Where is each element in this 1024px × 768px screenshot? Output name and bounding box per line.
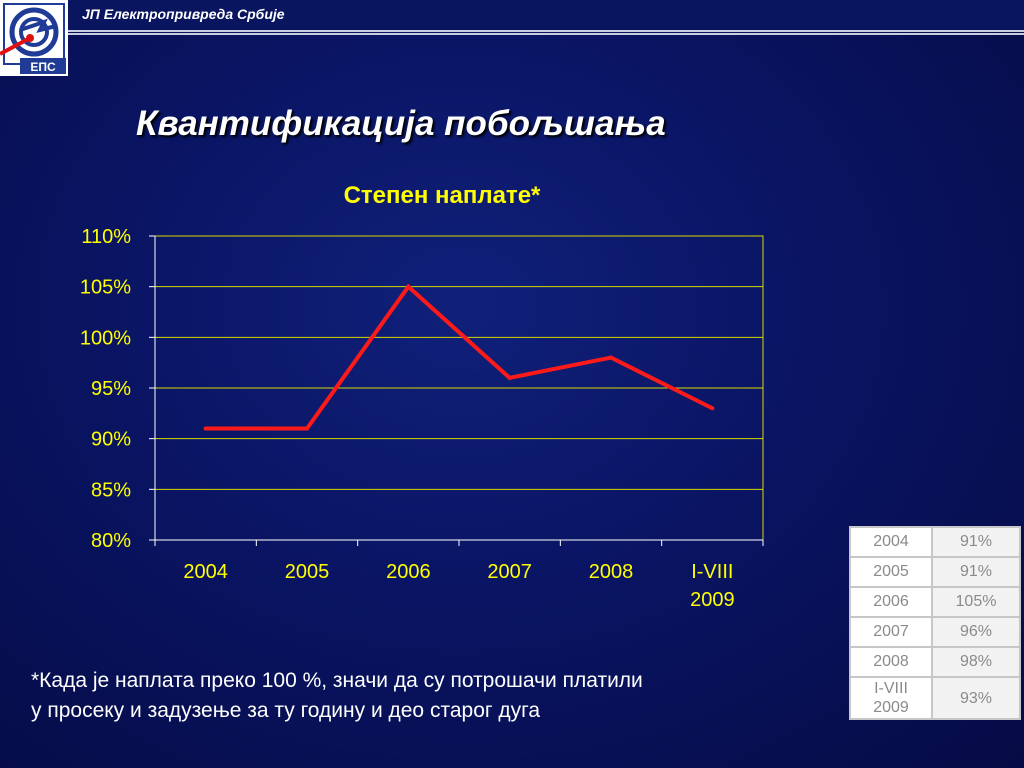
y-tick-label: 80% bbox=[91, 530, 131, 552]
table-row: 2008 98% bbox=[849, 646, 1021, 678]
footnote-line-1: *Када је наплата преко 100 %, значи да с… bbox=[31, 669, 643, 692]
y-tick-label: 90% bbox=[91, 429, 131, 451]
company-name: ЈП Електропривреда Србије bbox=[82, 6, 285, 22]
x-tick-label: 2005 bbox=[285, 561, 330, 583]
table-row: 2006 105% bbox=[849, 586, 1021, 618]
y-tick-label: 105% bbox=[80, 277, 131, 299]
table-row: 2004 91% bbox=[849, 526, 1021, 558]
x-tick-label: 2006 bbox=[386, 561, 431, 583]
value-cell: 105% bbox=[931, 586, 1021, 618]
y-tick-label: 85% bbox=[91, 479, 131, 501]
table-row: I-VIII 2009 93% bbox=[849, 676, 1021, 720]
data-point bbox=[507, 375, 512, 380]
year-cell: I-VIII 2009 bbox=[849, 676, 933, 720]
footnote: *Када је наплата преко 100 %, значи да с… bbox=[31, 666, 821, 726]
data-point bbox=[710, 406, 715, 411]
y-tick-label: 100% bbox=[80, 327, 131, 349]
value-cell: 91% bbox=[931, 556, 1021, 588]
year-cell: 2008 bbox=[849, 646, 933, 678]
summary-table: 2004 91% 2005 91% 2006 105% 2007 96% 2008 98% I-VI… bbox=[849, 526, 1021, 720]
x-tick-label: 2004 bbox=[183, 561, 228, 583]
series-line bbox=[205, 283, 714, 431]
year-cell: 2006 bbox=[849, 586, 933, 618]
value-cell: 91% bbox=[931, 526, 1021, 558]
footnote-line-2: у просеку и задузење за ту годину и део … bbox=[31, 699, 540, 722]
data-point bbox=[609, 355, 613, 360]
year-cell: 2007 bbox=[849, 616, 933, 648]
chart-title: Степен наплате* bbox=[343, 182, 541, 209]
data-point bbox=[203, 426, 208, 431]
value-cell: 96% bbox=[931, 616, 1021, 648]
year-cell: 2004 bbox=[849, 526, 933, 558]
data-point bbox=[406, 284, 411, 289]
value-cell: 93% bbox=[931, 676, 1021, 720]
line-chart: 80% 85% 90% 95% 100% 105% 110% 2004 2005 2006 2007… bbox=[80, 226, 764, 611]
x-tick-label: 2007 bbox=[487, 561, 532, 583]
header-divider bbox=[68, 33, 1024, 35]
slide-title: Квантификација побољшања bbox=[136, 104, 666, 143]
x-tick-label: I-VIII 2009 bbox=[690, 561, 735, 611]
eps-logo-icon: ЕПС bbox=[0, 3, 66, 74]
eps-logo: ЕПС bbox=[0, 0, 68, 76]
logo-text: ЕПС bbox=[30, 60, 56, 74]
table-row: 2005 91% bbox=[849, 556, 1021, 588]
year-cell: 2005 bbox=[849, 556, 933, 588]
y-tick-label: 110% bbox=[81, 226, 131, 248]
value-cell: 98% bbox=[931, 646, 1021, 678]
y-tick-label: 95% bbox=[91, 378, 131, 400]
header-bar: ЈП Електропривреда Србије bbox=[0, 0, 1024, 35]
x-tick-label: 2008 bbox=[589, 561, 634, 583]
table-row: 2007 96% bbox=[849, 616, 1021, 648]
data-point bbox=[305, 426, 309, 431]
